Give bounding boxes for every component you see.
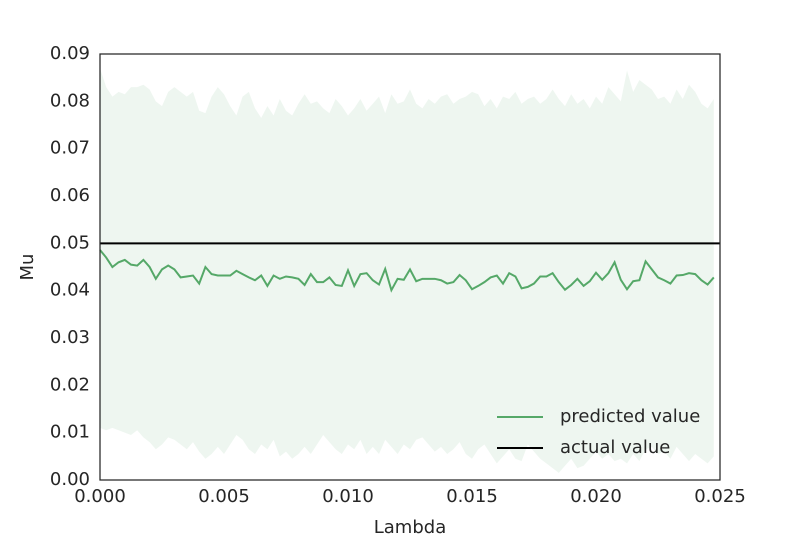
plot-frame <box>99 53 721 481</box>
y-tick-label: 0.08 <box>50 90 90 111</box>
y-tick-label: 0.06 <box>50 185 90 206</box>
y-tick-label: 0.04 <box>50 280 90 301</box>
y-tick-label: 0.03 <box>50 327 90 348</box>
y-tick-label: 0.02 <box>50 374 90 395</box>
predicted-line <box>99 249 715 293</box>
x-tick-label: 0.005 <box>198 486 250 507</box>
x-axis-label: Lambda <box>374 517 446 538</box>
y-tick-label: 0.09 <box>50 43 90 64</box>
y-axis-label: Mu <box>17 254 38 281</box>
legend-label: actual value <box>560 437 670 458</box>
x-tick-label: 0.010 <box>322 486 374 507</box>
y-tick-label: 0.01 <box>50 422 90 443</box>
legend-label: predicted value <box>560 406 700 427</box>
y-tick-label: 0.07 <box>50 138 90 159</box>
x-tick-label: 0.020 <box>570 486 622 507</box>
x-tick-label: 0.015 <box>446 486 498 507</box>
x-tick-label: 0.025 <box>694 486 746 507</box>
y-tick-label: 0.00 <box>50 469 90 490</box>
y-tick-label: 0.05 <box>50 232 90 253</box>
confidence-band <box>100 68 714 473</box>
x-tick-label: 0.000 <box>74 486 126 507</box>
